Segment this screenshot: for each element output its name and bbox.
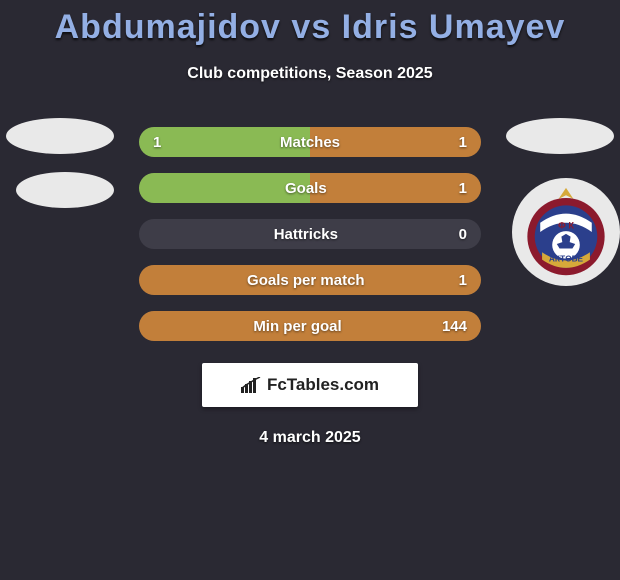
row-label: Matches [161, 134, 458, 151]
stat-row-goals-per-match: Goals per match1 [139, 265, 481, 295]
row-label: Hattricks [153, 226, 459, 243]
bar-chart-icon [241, 377, 261, 393]
row-label: Min per goal [153, 318, 442, 335]
row-label: Goals per match [153, 272, 459, 289]
footer-label: FcTables.com [267, 375, 379, 395]
crest-icon: Ф К АКТӨБЕ [520, 186, 612, 278]
right-value: 0 [459, 226, 467, 243]
right-value: 1 [459, 180, 467, 197]
row-label: Goals [153, 180, 459, 197]
stat-row-hattricks: Hattricks0 [139, 219, 481, 249]
left-value: 1 [153, 134, 161, 151]
right-value: 1 [459, 134, 467, 151]
right-value: 144 [442, 318, 467, 335]
svg-text:АКТӨБЕ: АКТӨБЕ [549, 254, 584, 263]
right-value: 1 [459, 272, 467, 289]
page-title: Abdumajidov vs Idris Umayev [0, 0, 620, 47]
stat-row-goals: Goals1 [139, 173, 481, 203]
stat-row-matches: 1Matches1 [139, 127, 481, 157]
svg-text:Ф К: Ф К [558, 220, 574, 230]
stat-row-min-per-goal: Min per goal144 [139, 311, 481, 341]
subtitle: Club competitions, Season 2025 [0, 65, 620, 83]
footer-attribution: FcTables.com [202, 363, 418, 407]
left-player-badge [6, 118, 114, 154]
left-player-badge-2 [16, 172, 114, 208]
date-text: 4 march 2025 [0, 429, 620, 447]
club-crest: Ф К АКТӨБЕ [512, 178, 620, 286]
stat-rows: 1Matches1Goals1Hattricks0Goals per match… [139, 127, 481, 341]
right-player-badge [506, 118, 614, 154]
